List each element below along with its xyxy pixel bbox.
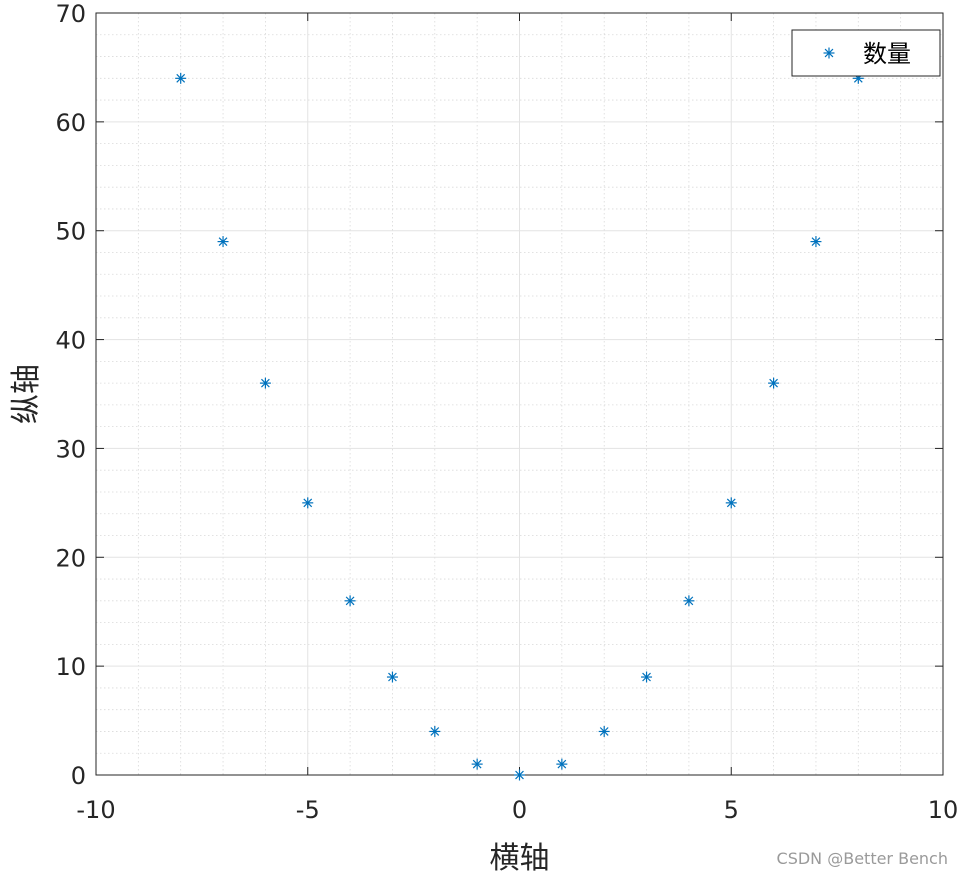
data-point [429,725,441,737]
legend: 数量 [791,29,941,77]
data-point [556,758,568,770]
x-tick-label: 0 [512,796,527,824]
x-tick-label: -5 [296,796,320,824]
minor-grid [96,13,943,775]
legend-marker-asterisk [823,47,835,59]
data-point [725,497,737,509]
data-point [810,236,822,248]
data-point [217,236,229,248]
y-tick-label: 70 [55,0,86,28]
data-point [386,671,398,683]
y-tick-label: 0 [71,762,86,790]
data-point [259,377,271,389]
data-point [175,72,187,84]
data-point [641,671,653,683]
data-point [683,595,695,607]
legend-box [791,29,941,77]
data-point [514,769,525,781]
data-points [175,72,864,781]
data-point [302,497,314,509]
x-tick-labels: -10 -5 0 5 10 [76,796,958,824]
y-tick-label: 40 [55,327,86,355]
y-tick-label: 60 [55,109,86,137]
y-axis-title: 纵轴 [9,364,44,424]
legend-label: 数量 [863,40,911,68]
y-tick-label: 10 [55,653,86,681]
y-tick-label: 30 [55,435,86,463]
y-tick-labels: 0 10 20 30 40 50 60 70 [55,0,86,790]
watermark: CSDN @Better Bench [777,849,948,868]
x-tick-label: 5 [724,796,739,824]
data-point [344,595,356,607]
data-point [471,758,483,770]
y-tick-label: 20 [55,544,86,572]
data-point [768,377,780,389]
x-tick-label: 10 [928,796,959,824]
x-tick-label: -10 [76,796,115,824]
legend-marker-asterisk [823,47,835,59]
x-axis-title: 横轴 [490,841,550,876]
y-tick-label: 50 [55,218,86,246]
data-point [598,725,610,737]
